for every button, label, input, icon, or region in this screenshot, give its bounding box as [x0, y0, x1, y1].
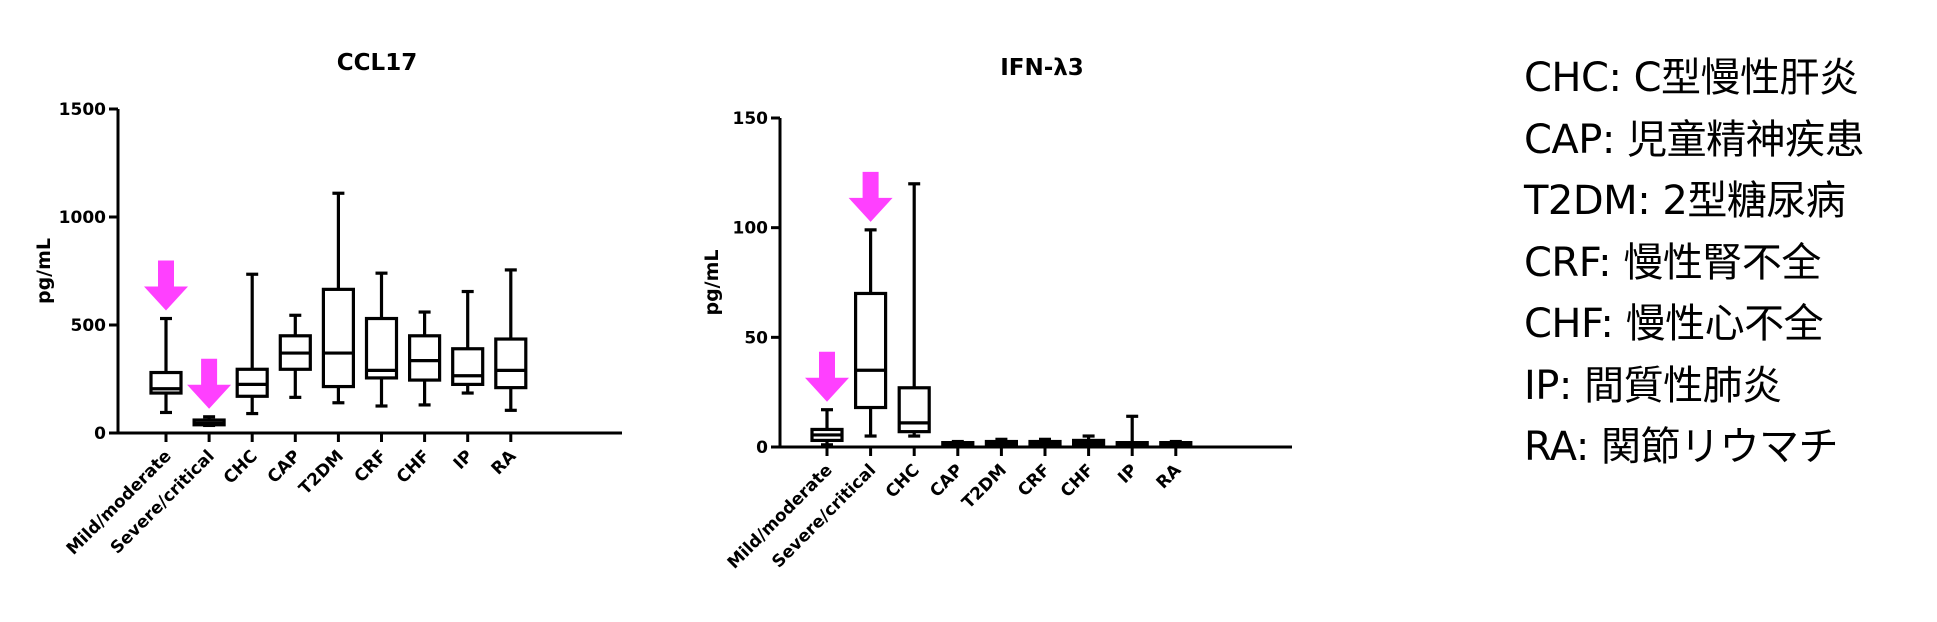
x-category-label: CRF [351, 446, 391, 486]
iqr-box [149, 370, 183, 395]
legend-item-cap: CAP: 児童精神疾患 [1524, 116, 1865, 163]
box-chc [235, 272, 269, 416]
highlight-arrow [805, 351, 849, 402]
chart-1: CCL17pg/mL050010001500Mild/moderateSever… [33, 50, 622, 559]
box-severe-critical [853, 228, 888, 438]
x-category-label: T2DM [295, 446, 348, 499]
box-chf [408, 310, 442, 407]
legend-item-ip: IP: 間質性肺炎 [1524, 362, 1782, 409]
box-severe-critical [192, 415, 226, 428]
x-category-label: CHF [1057, 460, 1098, 501]
box-chc [897, 182, 931, 438]
x-category-label: CHC [220, 446, 262, 488]
legend-item-chc: CHC: C型慢性肝炎 [1524, 55, 1859, 101]
highlight-arrow [848, 171, 893, 222]
legend-item-crf: CRF: 慢性腎不全 [1524, 239, 1821, 286]
x-category-label: RA [488, 446, 521, 479]
y-axis-label: pg/mL [33, 238, 55, 304]
box-cap [278, 313, 312, 399]
box-ra [1159, 439, 1193, 448]
y-axis-label: pg/mL [701, 249, 723, 315]
abbreviation-legend: CHC: C型慢性肝炎 CAP: 児童精神疾患 T2DM: 2型糖尿病 CRF:… [1524, 48, 1934, 479]
box-mild-moderate [810, 408, 844, 447]
y-tick-label: 0 [94, 424, 106, 444]
box-crf [1028, 437, 1062, 448]
iqr-box [494, 337, 528, 390]
legend-item-ra: RA: 関節リウマチ [1524, 424, 1839, 470]
y-tick-label: 100 [733, 219, 769, 239]
box-ra [494, 268, 528, 412]
y-tick-label: 500 [71, 316, 107, 336]
y-tick-label: 50 [744, 328, 768, 348]
iqr-box [364, 316, 399, 380]
box-ip [451, 289, 485, 395]
box-cap [941, 439, 975, 448]
x-category-label: IP [450, 446, 477, 473]
x-category-label: IP [1114, 460, 1141, 487]
legend-item-t2dm: T2DM: 2型糖尿病 [1524, 178, 1846, 224]
y-tick-label: 150 [733, 109, 769, 129]
x-category-label: CHC [882, 460, 924, 502]
iqr-box [451, 347, 485, 387]
box-mild-moderate [149, 316, 183, 415]
box-t2dm [321, 191, 355, 405]
chart-2: IFN-λ3pg/mL050100150Mild/moderateSevere/… [701, 55, 1292, 573]
highlight-arrow [187, 358, 232, 409]
iqr-box [897, 386, 931, 434]
x-category-label: T2DM [958, 460, 1011, 513]
box-ip [1115, 414, 1149, 448]
y-tick-label: 1500 [59, 100, 106, 120]
iqr-box [235, 367, 269, 398]
y-tick-label: 0 [756, 438, 768, 458]
y-tick-label: 1000 [59, 208, 106, 228]
x-category-label: CHF [393, 446, 434, 487]
x-category-label: RA [1153, 460, 1186, 493]
box-crf [364, 271, 399, 408]
box-chf [1071, 434, 1106, 448]
iqr-box [321, 287, 355, 389]
iqr-box [853, 291, 888, 410]
x-category-label: CRF [1014, 460, 1054, 500]
legend-item-chf: CHF: 慢性心不全 [1524, 301, 1824, 347]
chart-title: CCL17 [337, 50, 417, 76]
chart-title: IFN-λ3 [1000, 55, 1084, 81]
box-t2dm [984, 437, 1019, 448]
iqr-box [408, 334, 442, 382]
highlight-arrow [144, 260, 188, 311]
